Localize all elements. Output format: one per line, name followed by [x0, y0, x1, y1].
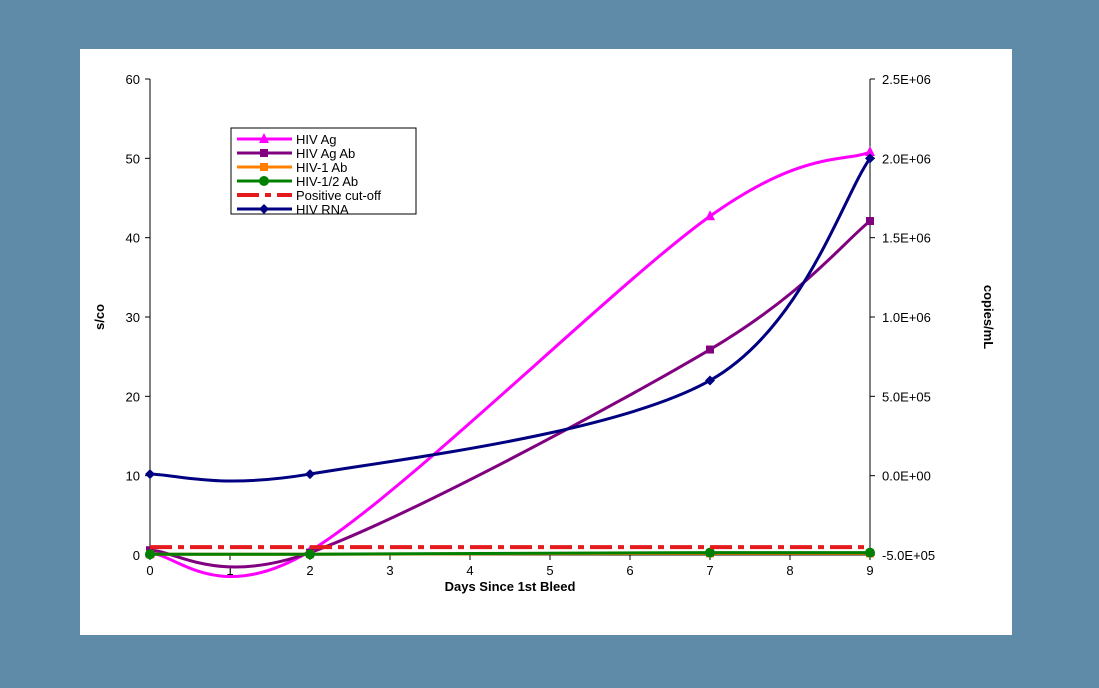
legend-label-hiv-rna: HIV RNA	[296, 202, 349, 217]
x-tick-label: 0	[146, 563, 153, 578]
series-line-hiv-rna	[149, 157, 872, 483]
right-y-tick-label: 1.0E+06	[882, 310, 931, 325]
legend-label-hiv-1-2-ab: HIV-1/2 Ab	[296, 174, 358, 189]
legend-label-positive-cut-off: Positive cut-off	[296, 188, 381, 203]
x-tick-label: 6	[626, 563, 633, 578]
line-chart: 0 1 2 3 4 5 6 7 8 9 0 10 20 30 40 50 60 -5.0E+05 0.0E+00 5.…	[92, 72, 996, 594]
legend-marker-hiv-1-ab	[260, 163, 268, 171]
left-y-tick-label: 50	[126, 151, 140, 166]
left-y-tick-label: 0	[133, 548, 140, 563]
x-tick-label: 2	[306, 563, 313, 578]
legend-marker-hiv-ag-ab	[260, 149, 268, 157]
left-y-tick-label: 20	[126, 389, 140, 404]
data-point-hiv-rna	[305, 469, 315, 480]
left-y-tick-label: 40	[126, 231, 140, 246]
data-point-hiv-ag-ab	[866, 217, 874, 226]
x-tick-label: 5	[546, 563, 553, 578]
data-point-hiv-rna	[705, 375, 715, 386]
data-point-hiv-ag	[705, 210, 715, 221]
right-y-tick-label: 2.0E+06	[882, 151, 931, 166]
left-y-tick-label: 60	[126, 72, 140, 87]
x-tick-label: 3	[386, 563, 393, 578]
data-point-hiv-1-2-ab	[305, 549, 315, 560]
right-y-tick-label: -5.0E+05	[882, 548, 935, 563]
data-point-hiv-1-2-ab	[865, 547, 875, 558]
data-point-hiv-ag-ab	[706, 345, 714, 354]
series-line-hiv-ag	[149, 150, 871, 579]
data-point-hiv-rna	[865, 153, 875, 164]
series-line-hiv-1-2-ab	[149, 551, 871, 556]
right-y-tick-label: 5.0E+05	[882, 389, 931, 404]
right-y-tick-label: 1.5E+06	[882, 231, 931, 246]
right-y-tick-label: 2.5E+06	[882, 72, 931, 87]
series-line-hiv-ag-ab	[149, 219, 871, 569]
left-y-tick-label: 30	[126, 310, 140, 325]
legend-label-hiv-ag: HIV Ag	[296, 132, 336, 147]
left-y-axis-title: s/co	[92, 304, 107, 330]
data-point-hiv-ag	[865, 145, 875, 156]
legend-marker-hiv-1-2-ab	[259, 176, 269, 186]
data-point-hiv-rna	[145, 469, 155, 480]
x-tick-label: 8	[786, 563, 793, 578]
x-tick-label: 4	[466, 563, 473, 578]
legend-label-hiv-ag-ab: HIV Ag Ab	[296, 146, 355, 161]
legend-label-hiv-1-ab: HIV-1 Ab	[296, 160, 347, 175]
x-tick-label: 9	[866, 563, 873, 578]
chart-panel: 0 1 2 3 4 5 6 7 8 9 0 10 20 30 40 50 60 -5.0E+05 0.0E+00 5.…	[80, 49, 1012, 635]
legend-marker-hiv-rna	[259, 204, 269, 214]
data-point-hiv-1-2-ab	[705, 547, 715, 558]
data-point-hiv-1-2-ab	[145, 549, 155, 560]
x-axis-title: Days Since 1st Bleed	[445, 579, 576, 594]
x-tick-label: 1	[226, 563, 233, 578]
right-y-axis-title: copies/mL	[981, 285, 996, 349]
legend-marker-hiv-ag	[259, 133, 269, 143]
x-tick-label: 7	[706, 563, 713, 578]
right-y-tick-label: 0.0E+00	[882, 469, 931, 484]
left-y-tick-label: 10	[126, 469, 140, 484]
